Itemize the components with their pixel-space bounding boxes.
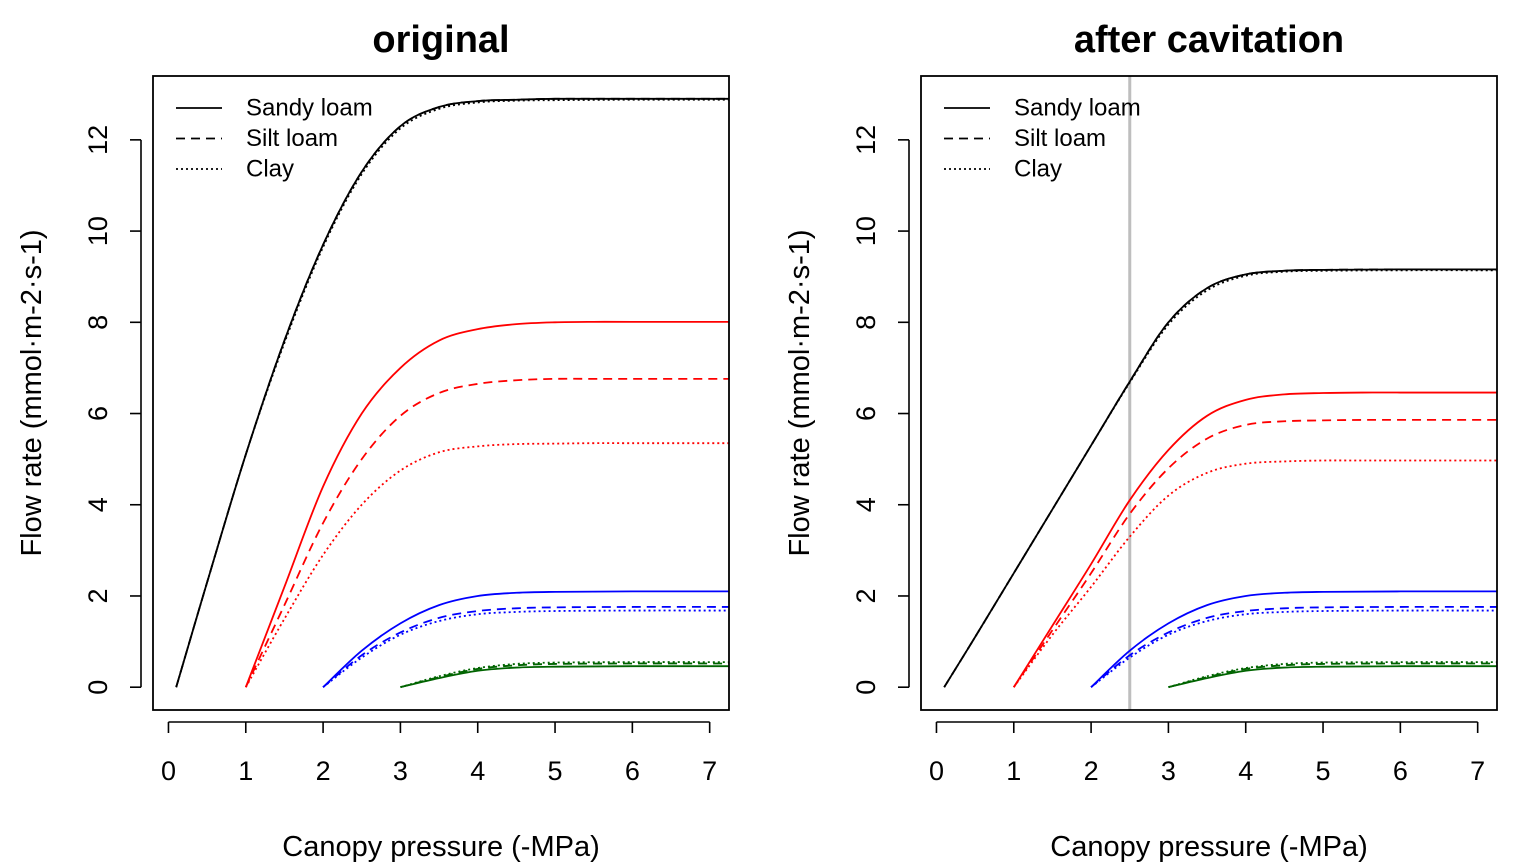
- x-tick-label: 6: [1393, 756, 1408, 786]
- series-line-dotted: [322, 609, 729, 688]
- legend-label: Sandy loam: [246, 95, 373, 122]
- x-tick-label: 2: [1084, 756, 1099, 786]
- y-tick-label: 4: [83, 497, 113, 512]
- chart-title: original: [372, 19, 509, 61]
- y-tick-label: 10: [851, 216, 881, 246]
- series-line-dotted: [244, 442, 729, 688]
- series-line-dotted: [175, 98, 729, 688]
- x-tick-label: 7: [1470, 756, 1485, 786]
- series-line-solid: [1090, 590, 1497, 688]
- legend-label: Sandy loam: [1014, 95, 1141, 122]
- legend-label: Clay: [246, 156, 294, 183]
- series-line-dashed: [175, 97, 729, 688]
- legend: Sandy loam Silt loam Clay: [944, 95, 1141, 183]
- series-line-dotted: [1013, 459, 1497, 688]
- series-line-dotted: [400, 661, 729, 689]
- y-tick-label: 6: [83, 406, 113, 421]
- legend: Sandy loam Silt loam Clay: [176, 95, 373, 183]
- series-line-dashed: [1168, 662, 1497, 689]
- x-tick-label: 3: [1161, 756, 1176, 786]
- plot-frame: [152, 75, 730, 711]
- series-line-dashed: [400, 662, 729, 689]
- series-group: [175, 97, 729, 689]
- y-tick-label: 0: [851, 680, 881, 695]
- y-axis-label: Flow rate (mmol·m-2·s-1): [16, 229, 48, 556]
- series-line-dashed: [244, 377, 729, 688]
- x-axis-label: Canopy pressure (-MPa): [1050, 831, 1368, 863]
- series-group: [943, 76, 1497, 710]
- series-line-solid: [400, 665, 729, 689]
- x-tick-label: 4: [1238, 756, 1253, 786]
- series-line-dotted: [1090, 609, 1497, 688]
- series-line-dashed: [1013, 418, 1497, 688]
- legend-label: Silt loam: [246, 125, 338, 152]
- x-axis-label: Canopy pressure (-MPa): [282, 831, 600, 863]
- x-tick-label: 2: [316, 756, 331, 786]
- plot-frame: [920, 75, 1498, 711]
- x-tick-label: 4: [470, 756, 485, 786]
- x-tick-label: 0: [929, 756, 944, 786]
- chart-title: after cavitation: [1074, 19, 1344, 61]
- y-tick-label: 8: [851, 315, 881, 330]
- series-line-dashed: [322, 605, 729, 688]
- series-line-solid: [322, 590, 729, 688]
- series-line-dashed: [943, 268, 1497, 688]
- x-tick-label: 6: [625, 756, 640, 786]
- series-line-solid: [1013, 391, 1497, 688]
- legend-label: Silt loam: [1014, 125, 1106, 152]
- x-tick-label: 1: [238, 756, 253, 786]
- x-tick-label: 5: [1316, 756, 1331, 786]
- x-tick-label: 0: [161, 756, 176, 786]
- y-tick-label: 2: [83, 588, 113, 603]
- y-tick-label: 6: [851, 406, 881, 421]
- series-line-dotted: [943, 269, 1497, 688]
- y-tick-label: 2: [851, 588, 881, 603]
- y-tick-label: 12: [83, 125, 113, 155]
- series-line-dashed: [1090, 605, 1497, 688]
- x-tick-label: 3: [393, 756, 408, 786]
- y-tick-label: 0: [83, 680, 113, 695]
- legend-label: Clay: [1014, 156, 1062, 183]
- y-tick-label: 12: [851, 125, 881, 155]
- series-line-solid: [1168, 665, 1497, 689]
- y-tick-label: 4: [851, 497, 881, 512]
- series-line-dotted: [1168, 661, 1497, 689]
- series-line-solid: [244, 320, 729, 688]
- y-tick-label: 10: [83, 216, 113, 246]
- x-tick-label: 1: [1006, 756, 1021, 786]
- x-tick-label: 5: [548, 756, 563, 786]
- x-tick-label: 7: [702, 756, 717, 786]
- y-tick-label: 8: [83, 315, 113, 330]
- y-axis-label: Flow rate (mmol·m-2·s-1): [784, 229, 816, 556]
